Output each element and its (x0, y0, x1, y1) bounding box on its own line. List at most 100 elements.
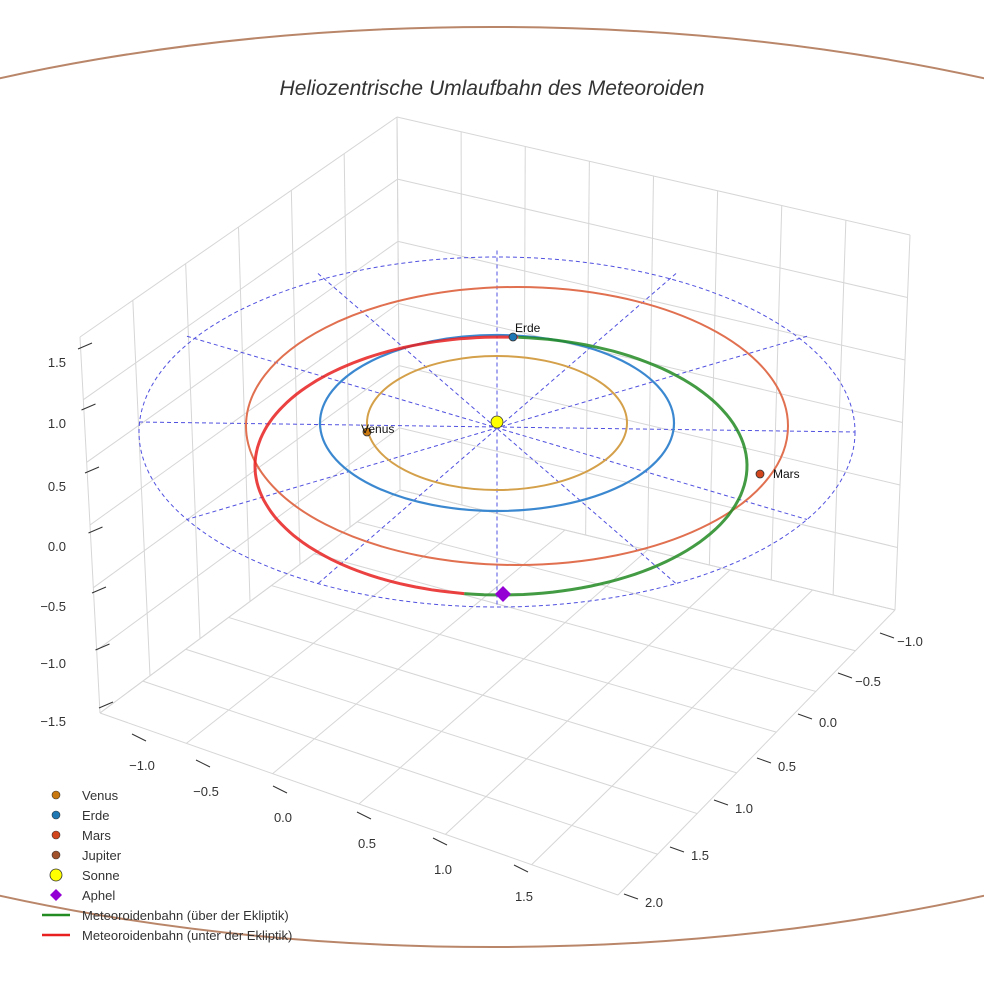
y-tick-mark (837, 672, 853, 679)
y-tick-mark (669, 846, 685, 853)
y-tick-mark (879, 632, 895, 639)
z-tick-label: −1.5 (40, 714, 66, 729)
mars-orbit (245, 286, 789, 566)
earth-marker (508, 332, 518, 342)
y-tick-label: 1.5 (691, 848, 709, 863)
grid-line (79, 116, 398, 338)
legend-label: Meteoroidenbahn (unter der Ekliptik) (82, 928, 292, 943)
z-tick-label: 0.0 (48, 539, 66, 554)
z-tick-label: −1.0 (40, 656, 66, 671)
markers: Venus Erde Mars (361, 321, 800, 602)
mars-marker (755, 469, 765, 479)
grid-line (185, 648, 698, 815)
x-tick-mark (195, 759, 211, 768)
legend-label: Venus (82, 788, 119, 803)
grid-line (186, 509, 483, 744)
grid-line (99, 489, 401, 714)
grid-line (89, 303, 399, 526)
ecliptic-radial-line (317, 273, 677, 584)
y-tick-mark (713, 799, 729, 806)
y-tick-label: −0.5 (855, 674, 881, 689)
z-tick-mark (81, 403, 96, 411)
legend-label: Meteoroidenbahn (über der Ekliptik) (82, 908, 289, 923)
legend-item: Erde (51, 808, 109, 823)
grid-line (399, 489, 896, 611)
venus-label: Venus (361, 422, 394, 436)
legend-marker-icon (51, 850, 61, 860)
x-tick-mark (432, 837, 448, 846)
z-tick-mark (91, 586, 107, 594)
grid-line (96, 427, 400, 651)
y-tick-mark (797, 713, 813, 720)
grid-line (314, 553, 816, 692)
grid-line (228, 616, 737, 774)
legend-item: Mars (51, 828, 111, 843)
z-tick-label: −0.5 (40, 599, 66, 614)
axis-grid (79, 116, 911, 896)
z-tick-mark (98, 701, 114, 709)
legend-label: Sonne (82, 868, 120, 883)
z-tick-label: 1.0 (48, 416, 66, 431)
sun-marker (490, 415, 504, 429)
grid-line (444, 569, 731, 835)
legend: Venus Erde Mars Jupiter Sonne Aphel Meteoroide… (42, 788, 292, 943)
grid-line (142, 680, 658, 855)
venus-marker (362, 427, 372, 437)
orbits (0, 26, 984, 948)
y-tick-label: 1.0 (735, 801, 753, 816)
y-axis-ticks: −1.0 −0.5 0.0 0.5 1.0 1.5 2.0 (623, 632, 923, 910)
legend-item: Meteoroidenbahn (über der Ekliptik) (42, 908, 289, 923)
x-tick-label: 0.5 (358, 836, 376, 851)
x-tick-label: −0.5 (193, 784, 219, 799)
z-tick-label: 0.5 (48, 479, 66, 494)
x-tick-label: −1.0 (129, 758, 155, 773)
legend-item: Sonne (49, 868, 120, 883)
x-tick-mark (356, 811, 372, 820)
y-tick-label: 2.0 (645, 895, 663, 910)
venus-orbit (366, 355, 628, 491)
grid-line (531, 589, 813, 866)
grid-line (358, 549, 648, 805)
grid-line (398, 365, 901, 486)
z-tick-label: 1.5 (48, 355, 66, 370)
legend-sun-icon (49, 868, 63, 882)
legend-label: Aphel (82, 888, 115, 903)
z-axis-ticks: 1.5 1.0 0.5 0.0 −0.5 −1.0 −1.5 (40, 342, 114, 729)
y-tick-label: 0.0 (819, 715, 837, 730)
x-tick-mark (272, 785, 288, 794)
z-tick-mark (84, 466, 100, 474)
legend-item: Meteoroidenbahn (unter der Ekliptik) (42, 928, 292, 943)
ecliptic-radial-line (317, 273, 677, 584)
grid-line (397, 240, 906, 361)
mars-label: Mars (773, 467, 800, 481)
grid-line (93, 365, 400, 589)
earth-orbit (318, 333, 676, 513)
x-axis-ticks: −1.0 −0.5 0.0 0.5 1.0 1.5 (129, 733, 533, 904)
x-tick-mark (513, 864, 529, 873)
z-tick-mark (88, 526, 103, 534)
y-tick-label: 0.5 (778, 759, 796, 774)
grid-line (397, 178, 908, 298)
meteoroid-orbit-below-ecliptic (253, 335, 519, 596)
legend-diamond-icon (50, 889, 62, 901)
jupiter-orbit (0, 26, 984, 948)
grid-line (396, 116, 911, 236)
grid-line (272, 529, 566, 775)
x-tick-mark (131, 733, 147, 742)
earth-label: Erde (515, 321, 541, 335)
grid-line (83, 178, 398, 401)
grid-line (399, 427, 898, 548)
legend-label: Mars (82, 828, 111, 843)
y-tick-mark (756, 757, 772, 764)
y-tick-mark (623, 893, 639, 900)
legend-item: Venus (51, 788, 119, 803)
grid-line (617, 609, 896, 896)
aphel-marker (495, 586, 511, 602)
z-tick-mark (95, 643, 110, 651)
meteoroid-orbit-above-ecliptic (464, 335, 749, 597)
x-tick-label: 1.5 (515, 889, 533, 904)
x-tick-label: 1.0 (434, 862, 452, 877)
legend-item: Aphel (50, 888, 115, 903)
